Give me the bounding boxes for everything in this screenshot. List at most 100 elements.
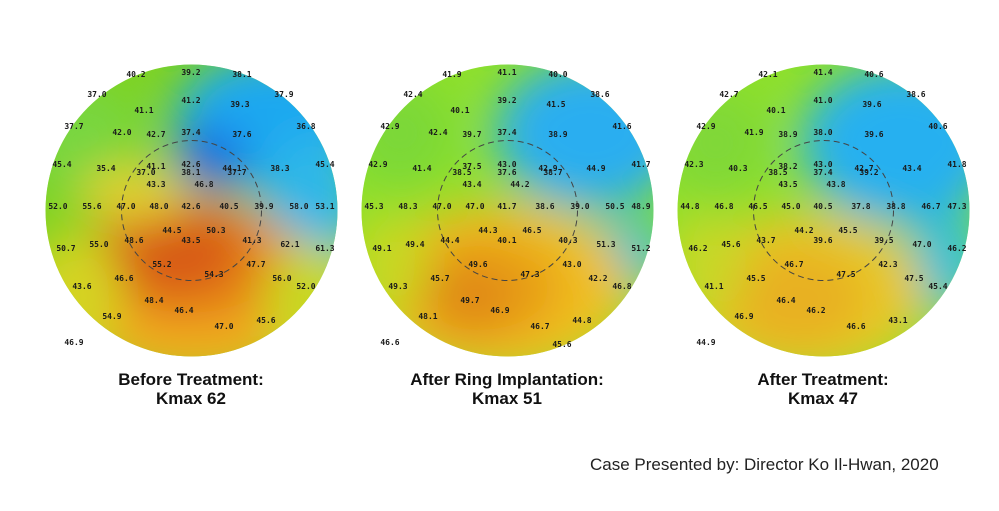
- curvature-value-label: 39.2: [181, 68, 200, 77]
- corneal-map-svg: 42.1 41.4 40.6 42.7 40.1 41.0 39.6 38.6 42.9 41.9…: [677, 64, 970, 357]
- curvature-value-label: 40.1: [497, 236, 516, 245]
- curvature-value-label: 46.5: [748, 202, 767, 211]
- curvature-value-label: 41.5: [546, 100, 565, 109]
- caption-kmax: Kmax 51: [472, 389, 542, 408]
- curvature-value-label: 38.7: [543, 168, 562, 177]
- curvature-value-label: 47.0: [116, 202, 135, 211]
- curvature-value-label: 46.9: [64, 338, 83, 347]
- curvature-value-label: 39.0: [570, 202, 589, 211]
- curvature-value-label: 38.9: [778, 130, 797, 139]
- curvature-value-label: 38.1: [181, 168, 200, 177]
- curvature-value-label: 42.2: [588, 274, 607, 283]
- curvature-value-label: 42.9: [368, 160, 387, 169]
- curvature-value-label: 48.4: [144, 296, 163, 305]
- curvature-value-label: 37.7: [64, 122, 83, 131]
- curvature-value-label: 42.3: [878, 260, 897, 269]
- curvature-value-label: 38.5: [452, 168, 471, 177]
- curvature-value-label: 48.3: [398, 202, 417, 211]
- curvature-value-label: 46.8: [714, 202, 733, 211]
- curvature-value-label: 40.3: [728, 164, 747, 173]
- curvature-value-label: 43.7: [756, 236, 775, 245]
- curvature-value-label: 45.0: [781, 202, 800, 211]
- curvature-value-label: 52.0: [296, 282, 315, 291]
- curvature-value-label: 37.5: [462, 162, 481, 171]
- curvature-value-label: 55.2: [152, 260, 171, 269]
- curvature-value-label: 38.8: [886, 202, 905, 211]
- curvature-value-label: 39.9: [254, 202, 273, 211]
- curvature-value-label: 41.8: [947, 160, 966, 169]
- curvature-value-label: 38.9: [548, 130, 567, 139]
- curvature-value-label: 39.6: [862, 100, 881, 109]
- curvature-value-label: 55.6: [82, 202, 101, 211]
- curvature-value-label: 46.9: [734, 312, 753, 321]
- curvature-value-label: 37.4: [181, 128, 200, 137]
- curvature-value-label: 48.1: [418, 312, 437, 321]
- curvature-value-label: 43.1: [888, 316, 907, 325]
- curvature-value-label: 47.0: [432, 202, 451, 211]
- curvature-value-label: 43.4: [462, 180, 481, 189]
- curvature-value-label: 42.4: [428, 128, 447, 137]
- curvature-value-label: 42.3: [684, 160, 703, 169]
- curvature-value-label: 48.6: [124, 236, 143, 245]
- curvature-value-label: 46.7: [784, 260, 803, 269]
- curvature-value-label: 43.5: [778, 180, 797, 189]
- curvature-value-label: 41.1: [497, 68, 516, 77]
- caption-title: Before Treatment:: [118, 370, 264, 389]
- curvature-value-label: 44.9: [586, 164, 605, 173]
- curvature-value-label: 39.3: [230, 100, 249, 109]
- curvature-value-label: 45.4: [315, 160, 334, 169]
- curvature-value-label: 44.3: [478, 226, 497, 235]
- curvature-value-label: 40.3: [558, 236, 577, 245]
- curvature-value-label: 45.5: [746, 274, 765, 283]
- curvature-value-label: 43.0: [813, 160, 832, 169]
- curvature-value-label: 41.9: [442, 70, 461, 79]
- curvature-value-label: 40.2: [126, 70, 145, 79]
- curvature-value-label: 44.9: [696, 338, 715, 347]
- curvature-value-label: 45.6: [721, 240, 740, 249]
- curvature-value-label: 58.0: [289, 202, 308, 211]
- curvature-value-label: 41.9: [744, 128, 763, 137]
- curvature-value-label: 47.5: [836, 270, 855, 279]
- curvature-value-label: 38.6: [535, 202, 554, 211]
- curvature-value-label: 56.0: [272, 274, 291, 283]
- curvature-value-label: 44.2: [510, 180, 529, 189]
- curvature-value-label: 48.0: [149, 202, 168, 211]
- curvature-value-label: 44.8: [572, 316, 591, 325]
- curvature-value-label: 42.7: [719, 90, 738, 99]
- curvature-value-label: 37.6: [232, 130, 251, 139]
- curvature-value-label: 40.6: [928, 122, 947, 131]
- curvature-value-label: 44.4: [440, 236, 459, 245]
- value-labels: 42.1 41.4 40.6 42.7 40.1 41.0 39.6 38.6 42.9 41.9…: [680, 68, 966, 347]
- curvature-value-label: 62.1: [280, 240, 299, 249]
- curvature-value-label: 46.9: [490, 306, 509, 315]
- curvature-value-label: 41.3: [242, 236, 261, 245]
- curvature-value-label: 41.4: [412, 164, 431, 173]
- curvature-value-label: 40.1: [766, 106, 785, 115]
- curvature-value-label: 55.0: [89, 240, 108, 249]
- curvature-value-label: 46.6: [380, 338, 399, 347]
- curvature-value-label: 46.2: [688, 244, 707, 253]
- curvature-value-label: 44.1: [222, 164, 241, 173]
- curvature-value-label: 47.0: [214, 322, 233, 331]
- curvature-value-label: 43.3: [146, 180, 165, 189]
- curvature-value-label: 41.1: [704, 282, 723, 291]
- caption-after-treatment: After Treatment: Kmax 47: [673, 370, 973, 408]
- curvature-value-label: 38.6: [906, 90, 925, 99]
- caption-kmax: Kmax 47: [788, 389, 858, 408]
- curvature-value-label: 41.6: [612, 122, 631, 131]
- curvature-value-label: 38.1: [232, 70, 251, 79]
- curvature-value-label: 45.4: [52, 160, 71, 169]
- curvature-value-label: 43.5: [181, 236, 200, 245]
- curvature-value-label: 43.0: [562, 260, 581, 269]
- curvature-value-label: 47.3: [520, 270, 539, 279]
- curvature-value-label: 46.7: [921, 202, 940, 211]
- curvature-value-label: 41.0: [813, 96, 832, 105]
- curvature-value-label: 41.2: [181, 96, 200, 105]
- curvature-value-label: 44.5: [162, 226, 181, 235]
- curvature-value-label: 47.3: [947, 202, 966, 211]
- curvature-value-label: 42.6: [181, 160, 200, 169]
- curvature-value-label: 43.6: [72, 282, 91, 291]
- curvature-value-label: 45.6: [256, 316, 275, 325]
- curvature-value-label: 42.1: [758, 70, 777, 79]
- curvature-value-label: 39.6: [813, 236, 832, 245]
